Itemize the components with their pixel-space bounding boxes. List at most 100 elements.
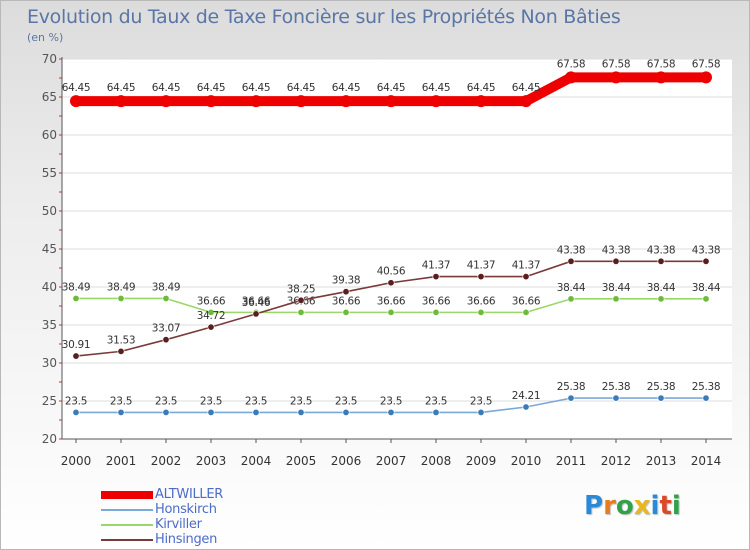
y-tick-label: 40 — [42, 280, 57, 294]
data-point — [162, 408, 170, 416]
data-point — [115, 95, 127, 108]
data-label: 33.07 — [152, 323, 181, 335]
legend-item-honskirch: Honskirch — [101, 502, 223, 517]
data-label: 64.45 — [107, 82, 136, 94]
y-tick-label: 25 — [42, 394, 57, 408]
data-point — [117, 347, 125, 355]
chart-title: Evolution du Taux de Taxe Foncière sur l… — [27, 6, 621, 28]
data-point — [385, 95, 397, 108]
data-label: 38.44 — [692, 282, 721, 294]
data-label: 40.56 — [377, 266, 406, 278]
data-point — [207, 308, 215, 316]
y-tick-label: 20 — [42, 432, 57, 446]
data-label: 64.45 — [467, 82, 496, 94]
data-label: 23.5 — [425, 395, 447, 407]
legend-item-kirviller: Kirviller — [101, 517, 223, 532]
logo-letter: t — [659, 491, 672, 521]
data-label: 23.5 — [335, 395, 357, 407]
data-label: 64.45 — [242, 82, 271, 94]
x-tick-label: 2002 — [151, 454, 182, 468]
data-label: 25.38 — [647, 381, 676, 393]
legend-label: Hinsingen — [155, 532, 218, 547]
data-label: 24.21 — [512, 390, 541, 402]
data-point — [567, 295, 575, 303]
data-point — [72, 352, 80, 360]
data-point — [612, 394, 620, 402]
data-point — [702, 295, 710, 303]
data-point — [117, 408, 125, 416]
data-point — [162, 294, 170, 302]
data-point — [340, 95, 352, 108]
x-tick-label: 2010 — [511, 454, 542, 468]
data-label: 41.37 — [512, 260, 541, 272]
data-point — [252, 310, 260, 318]
data-label: 43.38 — [557, 244, 586, 256]
data-point — [297, 408, 305, 416]
x-tick-label: 2001 — [106, 454, 137, 468]
x-tick-label: 2004 — [241, 454, 272, 468]
data-point — [117, 294, 125, 302]
x-tick-label: 2006 — [331, 454, 362, 468]
proxiti-logo: Proxiti — [584, 491, 681, 521]
logo-letter: o — [615, 491, 634, 521]
data-label: 64.45 — [512, 82, 541, 94]
y-tick-label: 50 — [42, 204, 57, 218]
x-tick-label: 2003 — [196, 454, 227, 468]
data-label: 23.5 — [470, 395, 492, 407]
data-point — [342, 288, 350, 296]
data-point — [700, 71, 712, 84]
data-point — [477, 408, 485, 416]
data-point — [205, 95, 217, 108]
y-tick-label: 55 — [42, 166, 57, 180]
y-tick-label: 45 — [42, 242, 57, 256]
data-point — [342, 408, 350, 416]
data-point — [342, 308, 350, 316]
data-point — [657, 295, 665, 303]
data-label: 25.38 — [602, 381, 631, 393]
data-point — [387, 408, 395, 416]
data-label: 31.53 — [107, 334, 136, 346]
data-label: 67.58 — [692, 58, 721, 70]
legend: ALTWILLER Honskirch Kirviller Hinsingen — [101, 487, 223, 547]
legend-swatch — [101, 490, 153, 499]
data-label: 43.38 — [647, 244, 676, 256]
data-label: 34.72 — [197, 310, 226, 322]
legend-item-altwiller: ALTWILLER — [101, 487, 223, 502]
legend-swatch — [101, 538, 153, 541]
legend-swatch — [101, 508, 153, 511]
data-label: 30.91 — [62, 339, 91, 351]
data-point — [297, 296, 305, 304]
data-label: 38.44 — [557, 282, 586, 294]
data-label: 25.38 — [692, 381, 721, 393]
data-label: 64.45 — [62, 82, 91, 94]
data-point — [162, 336, 170, 344]
data-point — [250, 95, 262, 108]
data-point — [160, 95, 172, 108]
logo-letter: i — [671, 491, 681, 521]
data-point — [612, 295, 620, 303]
data-label: 23.5 — [380, 395, 402, 407]
data-label: 38.49 — [107, 281, 136, 293]
y-tick-label: 65 — [42, 90, 57, 104]
data-point — [655, 71, 667, 84]
data-label: 36.66 — [332, 295, 361, 307]
data-label: 38.49 — [62, 281, 91, 293]
data-point — [297, 308, 305, 316]
data-label: 64.45 — [152, 82, 181, 94]
data-point — [522, 403, 530, 411]
data-point — [387, 308, 395, 316]
data-point — [475, 95, 487, 108]
data-label: 67.58 — [647, 58, 676, 70]
data-point — [567, 394, 575, 402]
x-tick-label: 2013 — [646, 454, 677, 468]
legend-item-hinsingen: Hinsingen — [101, 532, 223, 547]
data-label: 36.66 — [242, 295, 271, 307]
y-tick-label: 60 — [42, 128, 57, 142]
x-tick-label: 2000 — [61, 454, 92, 468]
data-label: 36.66 — [512, 295, 541, 307]
data-point — [522, 308, 530, 316]
data-label: 23.5 — [290, 395, 312, 407]
data-label: 38.44 — [602, 282, 631, 294]
data-point — [207, 408, 215, 416]
data-point — [72, 408, 80, 416]
